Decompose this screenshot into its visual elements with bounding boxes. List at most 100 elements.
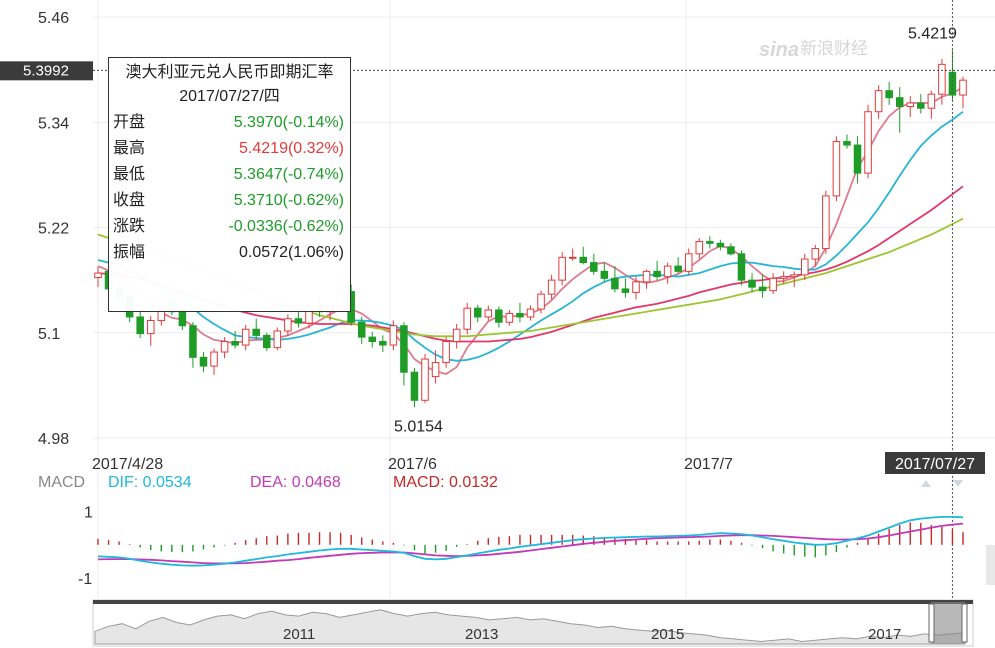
tooltip-label: 收盘 [113, 188, 145, 214]
tooltip-row-close: 收盘 5.3710(-0.62%) [109, 188, 350, 214]
low-label: 5.0154 [394, 418, 443, 435]
candle-body [865, 112, 872, 173]
candle-body [854, 145, 861, 173]
candle-body [612, 278, 619, 289]
candle-body [422, 359, 429, 400]
candle-body [369, 337, 376, 341]
candle-body [264, 335, 271, 347]
candle-body [622, 289, 629, 293]
candle-body [823, 196, 830, 249]
navigator-selection[interactable] [931, 602, 965, 644]
tooltip-label: 开盘 [113, 110, 145, 136]
candle-body [147, 320, 154, 333]
candle-body [601, 271, 608, 278]
candle-body [274, 331, 281, 348]
scrollbar[interactable] [986, 545, 995, 585]
candle-body [633, 282, 640, 293]
tooltip-row-amplitude: 振幅 0.0572(1.06%) [109, 240, 350, 266]
candle-body [759, 287, 766, 291]
candle-body [685, 254, 692, 272]
tooltip-panel: 澳大利亚元兑人民币即期汇率 2017/07/27/四 开盘5.3970(-0.1… [108, 57, 351, 312]
candle-body [591, 263, 598, 272]
x-tick-label: 2017/4/28 [92, 456, 163, 473]
cursor-date-label: 2017/07/27 [895, 456, 975, 473]
candle-body [517, 313, 524, 317]
candle-body [875, 91, 882, 112]
arrow-up-icon[interactable] [921, 480, 931, 487]
candle-body [844, 142, 851, 146]
candle-body [548, 280, 555, 294]
macd-tick-label: -1 [78, 571, 92, 588]
x-tick-label: 2017/6 [388, 456, 437, 473]
candle-body [464, 308, 471, 329]
candle-body [643, 271, 650, 282]
candle-body [896, 98, 903, 107]
tooltip-row-open: 开盘 5.3970(-0.14%) [109, 110, 350, 136]
candle-body [717, 243, 724, 247]
tooltip-row-change: 涨跌 -0.0336(-0.62%) [109, 214, 350, 240]
watermark-brand: sina [759, 39, 799, 61]
candle-body [801, 259, 808, 275]
date-axis: 2017/4/28 2017/6 2017/7 [92, 456, 733, 473]
candle-body [791, 275, 798, 277]
watermark: sina 新浪财经 [759, 39, 868, 61]
x-tick-label: 2017/7 [684, 456, 733, 473]
candle-body [559, 257, 566, 280]
candle-body [907, 103, 914, 107]
y-tick-label: 5.1 [38, 326, 60, 343]
tooltip-label: 振幅 [113, 240, 145, 266]
candle-body [918, 103, 925, 108]
navigator-handle-right[interactable] [962, 604, 967, 642]
candle-body [221, 342, 228, 353]
candle-body [664, 266, 671, 277]
candle-body [443, 342, 450, 363]
y-tick-label: 5.34 [38, 115, 69, 132]
candle-body [580, 257, 587, 262]
candle-body [401, 326, 408, 372]
tooltip-value: 5.3970(-0.14%) [234, 110, 344, 136]
candle-body [675, 266, 682, 271]
macd-axis: 1-1 [78, 505, 93, 588]
candle-body [211, 352, 218, 366]
tooltip-value: -0.0336(-0.62%) [228, 214, 344, 240]
candle-body [949, 72, 956, 95]
watermark-text: 新浪财经 [800, 39, 868, 58]
candle-body [738, 254, 745, 280]
candle-body [696, 242, 703, 254]
tooltip-value: 5.3710(-0.62%) [234, 188, 344, 214]
tooltip-value: 0.0572(1.06%) [239, 240, 344, 266]
candle-body [474, 308, 481, 317]
candle-body [253, 329, 260, 335]
candle-body [654, 271, 661, 276]
macd-value-label: MACD: 0.0132 [393, 474, 498, 491]
candle-body [939, 64, 946, 94]
candle-body [190, 326, 197, 358]
tooltip-title: 澳大利亚元兑人民币即期汇率 [109, 58, 350, 84]
tooltip-value: 5.4219(0.32%) [239, 136, 344, 162]
range-navigator[interactable]: 2011201320152017 [93, 600, 973, 646]
candle-body [232, 342, 239, 346]
navigator-handle-left[interactable] [929, 604, 934, 642]
candle-body [886, 91, 893, 98]
candle-body [485, 310, 492, 317]
candle-body [928, 94, 935, 108]
candle-body [380, 342, 387, 346]
candle-body [411, 372, 418, 400]
candle-body [770, 278, 777, 290]
candle-body [506, 313, 513, 322]
tooltip-row-high: 最高5.4219(0.32%) [109, 136, 350, 162]
candle-body [749, 280, 756, 287]
arrow-down-icon[interactable] [953, 480, 963, 487]
tooltip-label: 涨跌 [113, 214, 145, 240]
candle-body [295, 319, 302, 323]
tooltip-label: 最低 [113, 162, 145, 188]
current-price-label: 5.3992 [23, 62, 69, 79]
navigator-year-label: 2013 [465, 626, 498, 643]
macd-title: MACD [38, 474, 85, 491]
high-label: 5.4219 [908, 25, 957, 42]
navigator-year-label: 2011 [283, 626, 315, 643]
candle-body [285, 319, 292, 331]
candle-body [527, 309, 534, 317]
dif-label: DIF: 0.0534 [108, 474, 192, 491]
y-tick-label: 5.22 [38, 221, 69, 238]
